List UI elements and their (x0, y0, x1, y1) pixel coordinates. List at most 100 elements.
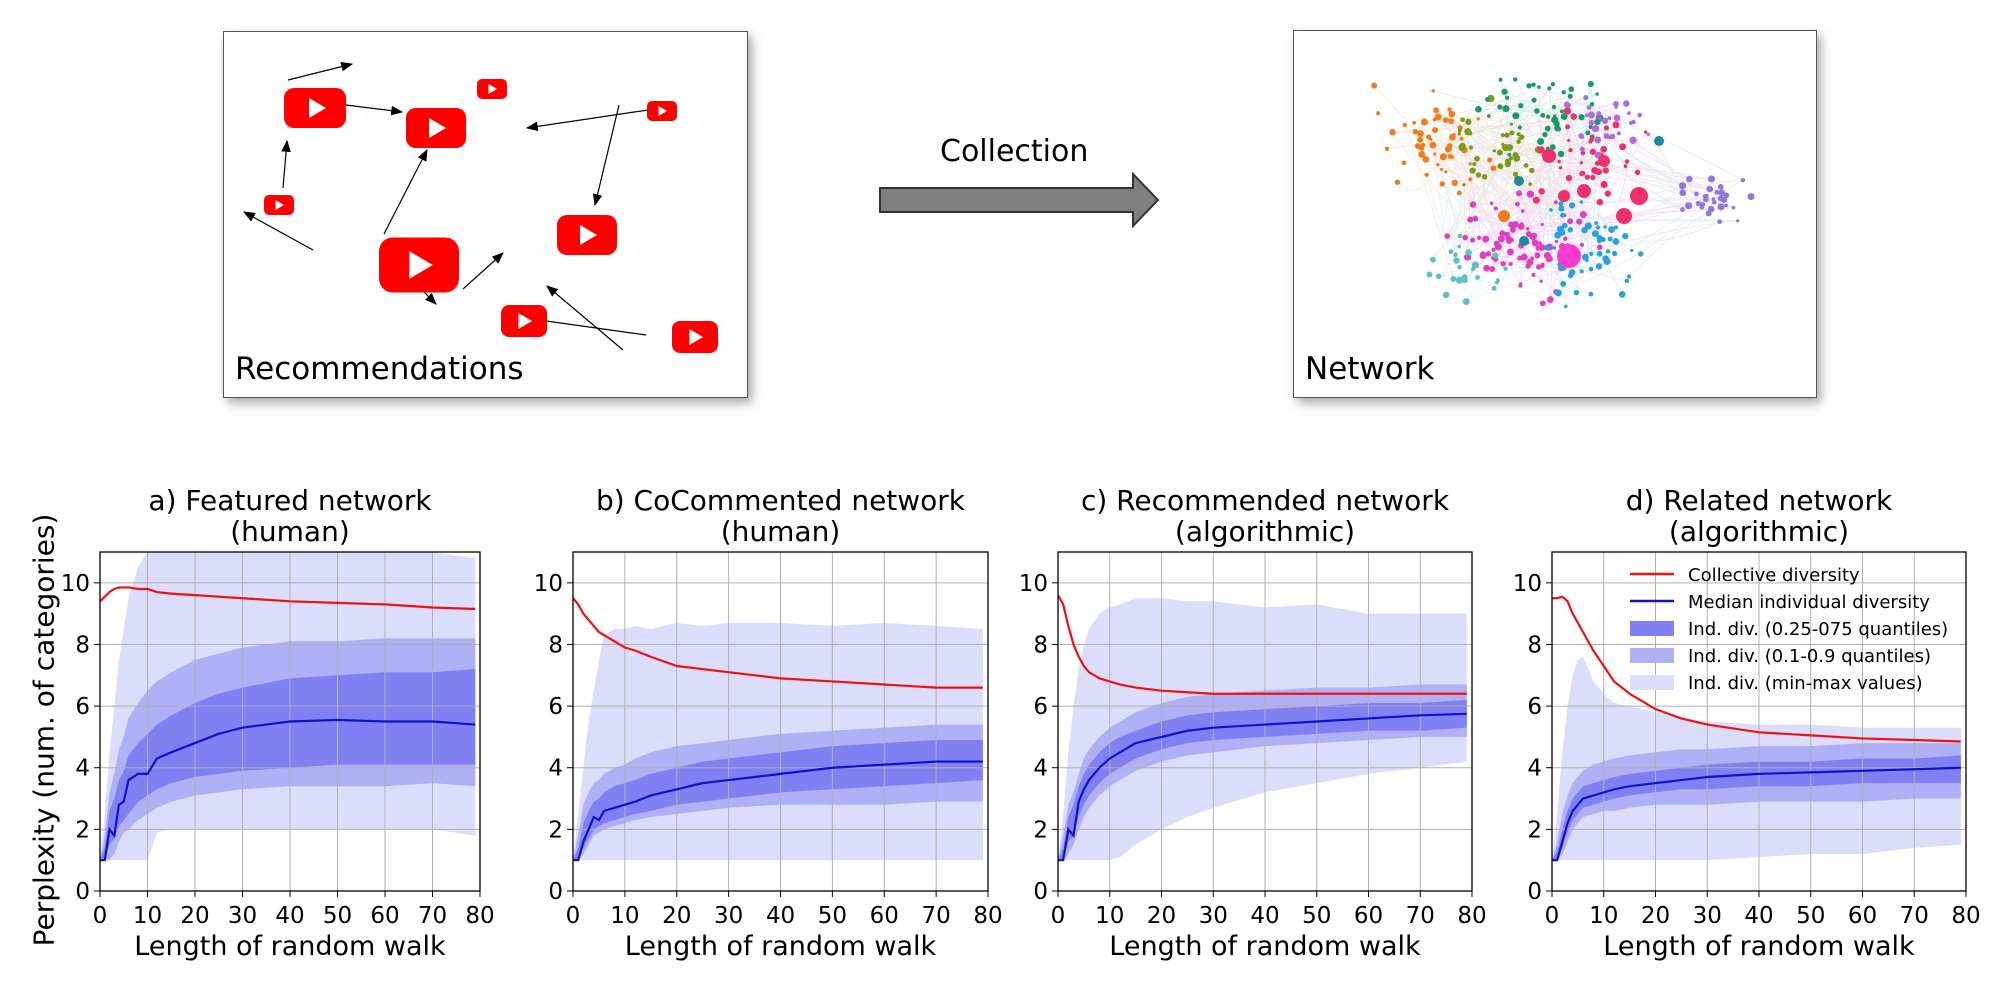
y-tick-label: 8 (548, 632, 563, 658)
median-line (100, 718, 476, 862)
y-tick-label: 2 (75, 817, 90, 843)
collective-line (1058, 594, 1467, 695)
legend-label: Collective diversity (1688, 565, 1860, 586)
chart-subtitle: (algorithmic) (1175, 515, 1355, 548)
x-tick-label: 0 (566, 903, 581, 929)
y-tick-label: 10 (1019, 571, 1048, 597)
y-tick-label: 10 (61, 571, 90, 597)
x-tick-label: 30 (714, 903, 743, 929)
quartile-band (1552, 755, 1961, 861)
x-tick-label: 80 (465, 903, 494, 929)
y-tick-label: 2 (1527, 817, 1542, 843)
chart-title: c) Recommended network (1081, 484, 1450, 517)
x-tick-label: 70 (418, 903, 447, 929)
network-hub (1557, 244, 1581, 268)
y-tick-label: 2 (548, 817, 563, 843)
recommendations-panel: Recommendations (223, 31, 748, 398)
collective-line (573, 597, 983, 689)
network-hub (1630, 187, 1648, 205)
quartile-band (100, 669, 476, 861)
network-panel: Network (1293, 30, 1817, 398)
chart-title: b) CoCommented network (596, 484, 966, 517)
median-line (1058, 712, 1467, 862)
x-tick-label: 0 (1545, 903, 1560, 929)
network-hub (1654, 136, 1664, 146)
network-nodes (1371, 77, 1755, 309)
x-tick-label: 50 (323, 903, 352, 929)
youtube-icon (672, 321, 718, 353)
network-hub (1598, 155, 1610, 167)
x-axis-label: Length of random walk (625, 931, 937, 962)
x-tick-label: 10 (1095, 903, 1124, 929)
quartile-band (1058, 699, 1467, 861)
x-tick-label: 40 (1250, 903, 1279, 929)
x-tick-label: 80 (1457, 903, 1486, 929)
x-tick-label: 40 (766, 903, 795, 929)
legend-label: Ind. div. (min-max values) (1688, 673, 1923, 694)
x-tick-label: 80 (1951, 903, 1980, 929)
youtube-icon (406, 108, 466, 148)
x-tick-label: 20 (1641, 903, 1670, 929)
chart-1: 0 10 20 30 40 50 60 70 80 0 2 4 6 8 10 a) Featured netw… (61, 484, 495, 962)
x-axis-label: Length of random walk (1109, 931, 1421, 962)
x-tick-label: 30 (228, 903, 257, 929)
legend-item-median: Median individual diversity (1630, 592, 1930, 613)
network-hub (1616, 208, 1632, 224)
y-tick-label: 4 (1527, 756, 1542, 782)
y-tick-label: 6 (75, 694, 90, 720)
legend-item-minmax: Ind. div. (min-max values) (1630, 673, 1923, 694)
y-tick-label: 10 (1513, 571, 1542, 597)
median-line (573, 760, 983, 862)
legend-item-decile: Ind. div. (0.1-0.9 quantiles) (1630, 646, 1931, 667)
x-tick-label: 50 (1302, 903, 1331, 929)
x-tick-label: 70 (1900, 903, 1929, 929)
x-tick-label: 50 (1796, 903, 1825, 929)
y-tick-label: 8 (1033, 632, 1048, 658)
chart-2: 0 10 20 30 40 50 60 70 80 0 2 4 6 8 10 b) CoCommented n… (534, 484, 1003, 962)
y-tick-label: 6 (1527, 694, 1542, 720)
network-hub (1519, 236, 1529, 246)
quartile-band (573, 739, 983, 861)
y-tick-label: 8 (1527, 632, 1542, 658)
y-tick-label: 10 (534, 571, 563, 597)
legend-item-collective: Collective diversity (1630, 565, 1860, 586)
x-tick-label: 20 (1147, 903, 1176, 929)
y-tick-label: 0 (1033, 879, 1048, 905)
y-tick-label: 4 (548, 756, 563, 782)
chart-subtitle: (algorithmic) (1669, 515, 1849, 548)
x-tick-label: 10 (610, 903, 639, 929)
x-tick-label: 60 (870, 903, 899, 929)
youtube-icons-visible (264, 79, 718, 353)
y-tick-label: 6 (1033, 694, 1048, 720)
legend-label: Ind. div. (0.1-0.9 quantiles) (1688, 646, 1931, 667)
x-tick-label: 40 (275, 903, 304, 929)
youtube-icon (477, 79, 507, 99)
collection-label: Collection (940, 134, 1089, 169)
youtube-icon (647, 101, 677, 121)
chart-title: a) Featured network (148, 484, 432, 517)
median-line (1552, 766, 1961, 862)
recommendations-label: Recommendations (235, 351, 524, 387)
youtube-icon (501, 305, 547, 337)
x-tick-label: 60 (1354, 903, 1383, 929)
x-tick-label: 0 (1051, 903, 1066, 929)
network-graph (1371, 77, 1755, 309)
x-tick-label: 70 (921, 903, 950, 929)
x-tick-label: 60 (370, 903, 399, 929)
x-tick-label: 20 (662, 903, 691, 929)
x-tick-label: 60 (1848, 903, 1877, 929)
network-hub (1542, 149, 1556, 163)
y-tick-label: 2 (1033, 817, 1048, 843)
recommendations-diagram (242, 61, 718, 353)
youtube-icon (557, 215, 617, 255)
chart-3: 0 10 20 30 40 50 60 70 80 0 2 4 6 8 10 c) Recommended n… (1019, 484, 1487, 962)
chart-4: 0 10 20 30 40 50 60 70 80 0 2 4 6 8 10 d) Related netwo… (1513, 484, 1981, 962)
y-tick-label: 0 (75, 879, 90, 905)
network-label: Network (1305, 351, 1435, 387)
legend-item-quartile: Ind. div. (0.25-075 quantiles) (1630, 619, 1948, 640)
legend: Collective diversity Median individual di… (1630, 565, 1948, 694)
x-tick-label: 30 (1693, 903, 1722, 929)
x-tick-label: 0 (93, 903, 108, 929)
y-tick-label: 6 (548, 694, 563, 720)
